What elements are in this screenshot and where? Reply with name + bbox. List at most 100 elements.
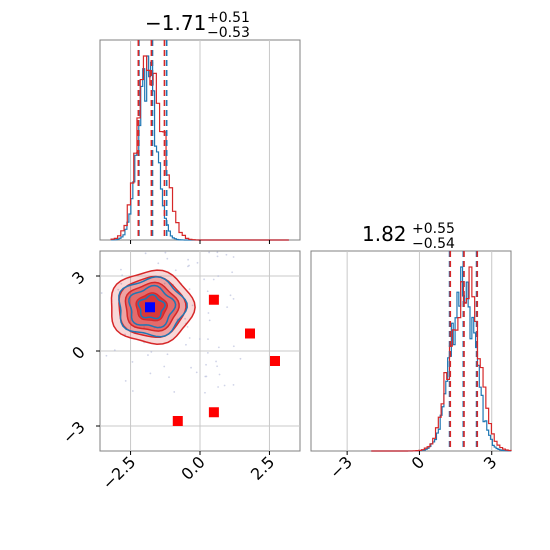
histogram-param-1: [110, 40, 289, 241]
hist-red-series: [110, 55, 289, 241]
sample-dot: [144, 252, 147, 255]
x-tick-label: 2.5: [247, 452, 278, 483]
param-2-title: 1.82: [362, 222, 407, 246]
sample-dot: [239, 357, 242, 360]
sample-dot: [149, 372, 152, 375]
sample-dot: [206, 351, 209, 354]
sample-dot: [105, 354, 108, 357]
sample-dot: [143, 326, 146, 329]
red-square-marker: [208, 407, 219, 418]
red-square-marker: [172, 416, 183, 426]
sample-dot: [218, 373, 221, 376]
hist-red-series: [371, 266, 512, 452]
sample-dot: [166, 257, 169, 260]
sample-dot: [184, 317, 186, 320]
sample-dot: [225, 253, 228, 256]
x-tick-label: −3: [326, 452, 356, 482]
sample-dot: [163, 365, 166, 368]
sample-dot: [188, 288, 191, 291]
sample-dot: [207, 312, 210, 314]
sample-dot: [147, 354, 149, 356]
sample-dot: [231, 271, 234, 274]
contour-blue-mid: [128, 284, 177, 329]
sample-dot: [164, 251, 167, 254]
sample-dot: [229, 294, 232, 297]
sample-dot: [195, 371, 198, 374]
sample-dot: [191, 304, 194, 307]
sample-dot: [198, 338, 201, 340]
sample-dot: [217, 346, 220, 349]
sample-dot: [157, 262, 160, 265]
sample-dot: [163, 282, 166, 285]
y-tick-label: 3: [68, 267, 89, 288]
x-tick-label: 0.0: [177, 452, 208, 483]
sample-dot: [206, 290, 209, 293]
x-tick-label: 3: [480, 452, 501, 473]
sample-dot: [215, 360, 217, 363]
sample-dot: [212, 278, 215, 281]
sample-dot: [196, 261, 199, 264]
sample-dot: [187, 258, 190, 261]
red-square-marker: [208, 294, 219, 305]
y-tick-label: 0: [68, 342, 89, 363]
sample-dot: [124, 333, 126, 336]
sample-dot: [203, 278, 206, 281]
sample-dot: [216, 251, 219, 254]
sample-dot: [113, 349, 116, 352]
hist-panel-2-frame: [310, 250, 512, 452]
sample-dot: [120, 282, 123, 285]
sample-dot: [131, 361, 134, 363]
param-1-title-minus: −0.53: [207, 25, 250, 41]
sample-dot: [208, 319, 211, 322]
sample-dot: [168, 376, 170, 379]
sample-dot: [188, 337, 191, 339]
sample-dot: [232, 297, 235, 300]
sample-dot: [173, 391, 176, 393]
sample-dot: [185, 343, 187, 346]
sample-dot: [150, 351, 153, 353]
sample-dot: [117, 288, 120, 291]
param-2-title-plus: +0.55: [412, 221, 455, 237]
sample-dot: [232, 345, 235, 348]
sample-dot: [187, 265, 189, 268]
contour-blue-outer: [118, 276, 188, 338]
sample-dot: [226, 306, 229, 309]
sample-dot: [216, 365, 219, 368]
posterior-contours: [100, 251, 242, 394]
sample-dot: [232, 256, 235, 258]
red-square-marker: [245, 328, 255, 339]
sample-dot: [205, 375, 208, 378]
param-1-title-plus: +0.51: [207, 10, 250, 26]
y-tick-label: −3: [59, 417, 89, 447]
x-tick-label: 0: [408, 452, 429, 473]
sample-dot: [174, 269, 177, 272]
sample-dot: [131, 390, 134, 392]
sample-dot: [204, 391, 206, 394]
sample-dot: [216, 255, 219, 258]
blue-square-marker: [145, 302, 155, 313]
tick-labels: −2.5 0.0 2.5 −3 0 3 −3 0 3: [59, 240, 501, 493]
sample-dot: [190, 366, 192, 369]
sample-dot: [186, 325, 189, 328]
sample-dot: [166, 353, 169, 356]
grid-lines: [100, 40, 493, 451]
sample-dot: [120, 268, 122, 271]
sample-dot: [121, 274, 124, 277]
sample-dot: [207, 338, 209, 341]
sample-dot: [205, 363, 207, 366]
sample-dot: [232, 383, 235, 386]
sample-dot: [223, 384, 226, 387]
sample-dot: [124, 379, 127, 382]
param-2-title-minus: −0.54: [412, 236, 455, 252]
sample-dot: [217, 386, 219, 388]
sample-dot: [100, 292, 103, 294]
contour-blue-inner: [137, 294, 166, 320]
sample-dot: [217, 275, 220, 277]
histogram-param-2: [371, 251, 512, 452]
param-1-title: −1.71: [145, 11, 206, 35]
red-square-marker: [270, 356, 280, 366]
sample-dot: [208, 251, 211, 254]
scatter-points: [145, 294, 280, 426]
x-tick-label: −2.5: [98, 452, 139, 493]
